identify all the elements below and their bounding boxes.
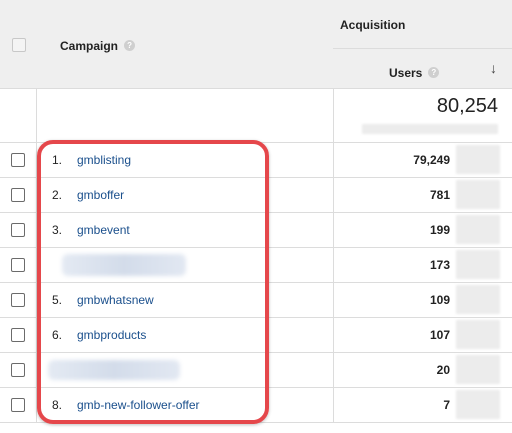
row-checkbox[interactable] [11,328,25,342]
redacted-cell [456,390,500,419]
redacted-cell [456,145,500,174]
campaign-header-label: Campaign? [60,37,136,55]
users-column-header[interactable] [333,49,512,89]
campaign-link[interactable]: gmbwhatsnew [77,293,154,307]
acquisition-header-text: Acquisition [340,18,406,32]
acquisition-group-header [333,0,512,49]
select-all-column-header [0,0,37,89]
row-checkbox[interactable] [11,223,25,237]
campaign-link[interactable]: gmblisting [77,153,132,167]
table-row: 173 [0,247,512,283]
row-index: 1. [52,153,63,167]
table-row: 20 [0,352,512,388]
row-checkbox[interactable] [11,398,25,412]
redacted-campaign-name [62,254,186,276]
select-all-checkbox[interactable] [12,38,26,52]
users-value: 79,249 [413,153,450,167]
table-row: 3. gmbevent 199 [0,212,512,248]
campaign-header-text: Campaign [60,39,119,53]
row-checkbox[interactable] [11,363,25,377]
redacted-cell [456,285,500,314]
users-value: 109 [429,293,450,307]
help-icon[interactable]: ? [124,40,136,52]
users-value: 20 [436,363,450,377]
row-index: 2. [52,188,63,202]
totals-row: 80,254 [0,88,512,143]
row-index: 3. [52,223,63,237]
campaign-link[interactable]: gmbevent [77,223,130,237]
redacted-cell [456,180,500,209]
table-row: 1. gmblisting 79,249 [0,142,512,178]
users-value: 199 [429,223,450,237]
campaign-link[interactable]: gmb-new-follower-offer [77,398,200,412]
redacted-cell [456,215,500,244]
users-value: 781 [429,188,450,202]
highlight-annotation [37,140,269,424]
table-row: 6. gmbproducts 107 [0,317,512,353]
row-index: 8. [52,398,63,412]
users-header-text: Users [389,66,423,80]
users-value: 173 [429,258,450,272]
users-value: 107 [429,328,450,342]
users-header-label: Users? [389,64,440,82]
row-checkbox[interactable] [11,188,25,202]
campaign-link[interactable]: gmbproducts [77,328,147,342]
campaign-link[interactable]: gmboffer [77,188,125,202]
redacted-campaign-name [48,360,180,380]
users-value: 7 [443,398,450,412]
row-checkbox[interactable] [11,293,25,307]
table-row: 5. gmbwhatsnew 109 [0,282,512,318]
row-index: 6. [52,328,63,342]
redacted-cell [456,355,500,384]
redacted-total-subtext [362,124,498,134]
table-row: 2. gmboffer 781 [0,177,512,213]
redacted-cell [456,250,500,279]
total-users-value: 80,254 [436,95,498,117]
redacted-cell [456,320,500,349]
row-checkbox[interactable] [11,153,25,167]
help-icon[interactable]: ? [428,67,440,79]
row-index: 5. [52,293,63,307]
sort-descending-icon[interactable]: ↓ [490,60,497,76]
row-checkbox[interactable] [11,258,25,272]
campaign-column-header[interactable] [36,0,334,89]
